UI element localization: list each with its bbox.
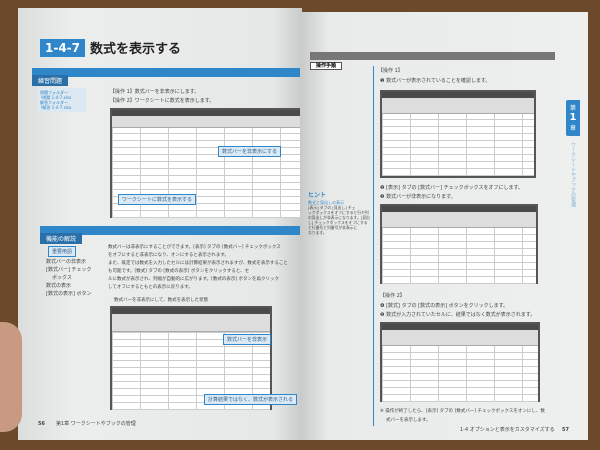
worksheet-grid: [382, 228, 536, 284]
key-terms-list: 数式バーの非表示 [数式バー] チェック ボックス 数式の表示 [数式の表示] …: [46, 258, 92, 298]
worksheet-grid: [382, 346, 538, 402]
callout: 計算結果ではなく、数式が表示される: [204, 394, 298, 405]
excel-screenshot-5: [380, 322, 540, 402]
body-line: してオフにするともとの表示に戻ります。: [108, 285, 193, 290]
practice-bar: 練習問題: [32, 68, 302, 86]
section-footer: 1-4 オプションと表示をカスタマイズする: [460, 427, 555, 433]
ribbon: [382, 330, 538, 346]
right-page: 操作手順 【操作 1】 ❶ 数式バーが表示されていることを確認します。 ❷ [表…: [300, 12, 588, 440]
worksheet-grid: [382, 114, 534, 176]
body-line: をオフにすると非表示になり、オンにすると表示されます。: [108, 253, 229, 258]
chapter-tab[interactable]: 第 1 章: [566, 100, 580, 136]
section-number: 1-4-7: [40, 38, 86, 57]
key-term: ボックス: [52, 275, 72, 281]
excel-screenshot-3: [380, 90, 536, 178]
key-term: 数式バーの非表示: [46, 259, 87, 265]
hint-title: 数式と見出しの表示: [308, 200, 344, 205]
title-bar: [382, 324, 538, 330]
task-2: 【操作 2】ワークシートに数式を表示します。: [110, 98, 215, 104]
figure-caption: 数式バーを非表示にして、数式を表示した状態: [114, 298, 209, 303]
left-page: 1-4-7 数式を表示する 練習問題 問題フォルダー └問題 1-4-7.xls…: [18, 8, 302, 440]
folder-line: └解答 1-4-7.xlsx: [40, 105, 72, 110]
callout: 数式バーを非表示にする: [218, 146, 282, 157]
key-term: 数式の表示: [46, 283, 72, 289]
key-term: [数式の表示] ボタン: [46, 291, 92, 297]
hint-line: と行番号と列番号が非表示に: [308, 225, 358, 230]
folder-line: └問題 1-4-7.xlsx: [40, 95, 72, 100]
key-term: [数式バー] チェック: [46, 267, 92, 273]
chapter-footer: 第1章 ワークシートやブックの管理: [56, 421, 136, 427]
chapter-side-title: ワークシートやブックの管理: [570, 142, 576, 207]
chapter-tab-number: 1: [569, 112, 577, 123]
body-line: ルに数式が表示され、列幅が自動的に広がります。[数式の表示] ボタンを再クリック: [108, 277, 280, 282]
title-bar: [382, 92, 534, 98]
body-line: も可能です。[数式] タブの [数式の表示] ボタンをクリックすると、セ: [108, 269, 250, 274]
folder-line: 解答フォルダー: [40, 100, 68, 105]
callout: 数式バーを非表示: [223, 334, 272, 345]
title-bar: [382, 206, 536, 212]
divider: [373, 66, 374, 426]
op2-label: 【操作 2】: [380, 293, 405, 299]
folder-line: 問題フォルダー: [40, 90, 68, 95]
op1-label: 【操作 1】: [378, 68, 403, 74]
task-1: 【操作 1】数式バーを非表示にします。: [110, 89, 200, 95]
hint-label: ヒント: [308, 192, 327, 199]
step-1: ❶ 数式バーが表示されていることを確認します。: [380, 78, 491, 84]
procedure-bar: 操作手順: [310, 52, 555, 70]
chapter-tab-label: 第: [569, 105, 576, 112]
title-bar: [112, 308, 270, 314]
hint-box: ヒント 数式と見出しの表示 [表示] タブの [見出し] チェ ックボックスをオ…: [308, 192, 370, 235]
explanation-heading: 機能の解説: [40, 233, 83, 244]
section-title: 数式を表示する: [90, 42, 182, 57]
ribbon: [112, 314, 270, 332]
ribbon: [382, 212, 536, 228]
hint-line: し] チェックボックスをオフにする: [308, 220, 368, 225]
section-header: 1-4-7 数式を表示する: [40, 38, 181, 57]
folder-box: 問題フォルダー └問題 1-4-7.xlsx 解答フォルダー └解答 1-4-7…: [38, 88, 86, 112]
note-line: 式バーを表示します。: [386, 418, 431, 423]
step-3: ❸ 数式バーが非表示になります。: [380, 194, 456, 200]
chapter-tab-suffix: 章: [569, 125, 576, 132]
hint-line: なります。: [308, 230, 327, 235]
callout: ワークシートに数式を表示する: [118, 194, 197, 205]
explanation-bar: 機能の解説: [40, 226, 302, 244]
body-text: 数式バーは非表示にすることができます。[表示] タブの [数式バー] チェックボ…: [108, 244, 288, 292]
ribbon: [112, 116, 300, 128]
ribbon: [382, 98, 534, 114]
body-line: 数式バーは非表示にすることができます。[表示] タブの [数式バー] チェックボ…: [108, 245, 281, 250]
page-number: 56: [38, 421, 45, 427]
hint-line: ックボックスをオフにすると行や列: [308, 210, 369, 215]
key-terms-label: 重要用語: [48, 246, 77, 257]
step-5: ❺ 数式が入力されていたセルに、結果ではなく数式が表示されます。: [380, 312, 536, 318]
thumb: [0, 322, 22, 432]
excel-screenshot-4: [380, 204, 538, 284]
page-number: 57: [562, 427, 569, 433]
procedure-heading: 操作手順: [310, 62, 343, 70]
hint-line: の見出しが非表示になります。[見出: [308, 215, 370, 220]
step-4: ❹ [数式] タブの [数式の表示] ボタンをクリックします。: [380, 303, 509, 309]
body-line: また、既定では数式を入力したセルには計算結果が表示されますが、数式を表示すること: [108, 261, 288, 266]
practice-heading: 練習問題: [32, 75, 69, 86]
hint-line: [表示] タブの [見出し] チェ: [308, 205, 356, 210]
note-line: ※ 操作が終了したら、[表示] タブの [数式バー] チェックボックスをオンにし…: [380, 409, 545, 414]
step-2: ❷ [表示] タブの [数式バー] チェックボックスをオフにします。: [380, 185, 523, 191]
title-bar: [112, 110, 300, 116]
